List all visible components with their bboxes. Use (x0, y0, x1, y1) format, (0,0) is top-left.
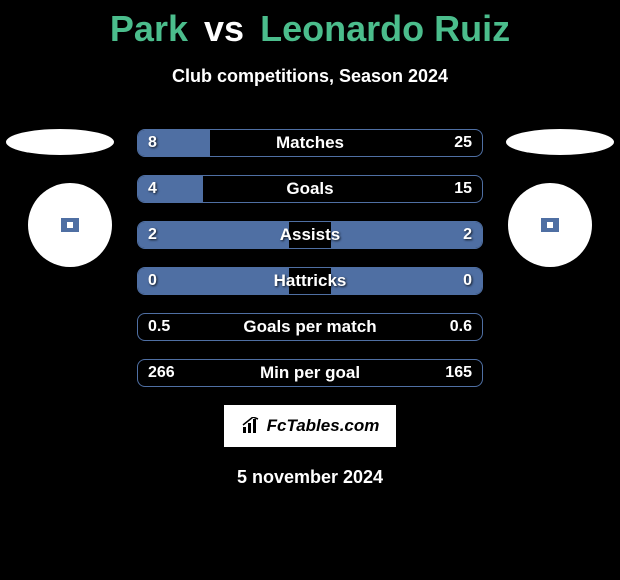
player2-badge-ellipse (506, 129, 614, 155)
stat-row: 8Matches25 (137, 129, 483, 157)
subtitle: Club competitions, Season 2024 (0, 66, 620, 87)
date-text: 5 november 2024 (0, 467, 620, 488)
player1-name: Park (110, 8, 188, 49)
player1-avatar-circle (28, 183, 112, 267)
stat-label: Goals (138, 176, 482, 202)
stat-label: Goals per match (138, 314, 482, 340)
stat-value-right: 15 (454, 176, 472, 202)
player2-avatar-circle (508, 183, 592, 267)
stat-row: 2Assists2 (137, 221, 483, 249)
stat-value-right: 0 (463, 268, 472, 294)
chart-bars-icon (241, 417, 263, 435)
placeholder-icon (61, 218, 79, 232)
stat-row: 4Goals15 (137, 175, 483, 203)
title-vs: vs (204, 8, 244, 49)
stat-label: Min per goal (138, 360, 482, 386)
content-area: 8Matches25 4Goals15 2Assists2 0Hattricks0 0.… (0, 129, 620, 488)
comparison-title: Park vs Leonardo Ruiz (0, 0, 620, 50)
logo-box: FcTables.com (224, 405, 396, 447)
player2-name: Leonardo Ruiz (260, 8, 510, 49)
logo-text: FcTables.com (267, 416, 380, 436)
stat-bars: 8Matches25 4Goals15 2Assists2 0Hattricks0 0.… (137, 129, 483, 387)
stat-row: 266Min per goal165 (137, 359, 483, 387)
stat-value-right: 25 (454, 130, 472, 156)
stat-label: Assists (138, 222, 482, 248)
stat-value-right: 165 (445, 360, 472, 386)
stat-label: Hattricks (138, 268, 482, 294)
stat-row: 0Hattricks0 (137, 267, 483, 295)
stat-value-right: 0.6 (450, 314, 472, 340)
player1-badge-ellipse (6, 129, 114, 155)
stat-row: 0.5Goals per match0.6 (137, 313, 483, 341)
placeholder-icon (541, 218, 559, 232)
stat-label: Matches (138, 130, 482, 156)
stat-value-right: 2 (463, 222, 472, 248)
